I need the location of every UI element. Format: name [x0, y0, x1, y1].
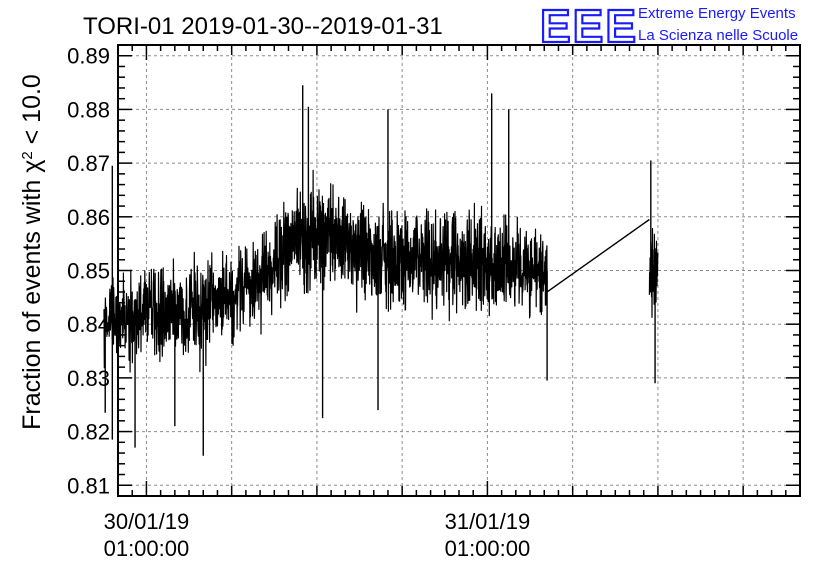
x-tick-label-time: 01:00:00 [445, 536, 531, 561]
eee-logo: EEE Extreme Energy Events La Scienza nel… [539, 0, 798, 53]
y-tick-label: 0.82 [67, 420, 110, 445]
series-line-segment-1 [103, 169, 548, 373]
y-tick-label: 0.88 [67, 97, 110, 122]
y-axis-label-sup: 2 [19, 151, 36, 159]
logo-line-2: La Scienza nelle Scuole [638, 27, 798, 44]
y-tick-label: 0.85 [67, 259, 110, 284]
y-tick-label: 0.83 [67, 366, 110, 391]
x-tick-label-date: 30/01/19 [104, 509, 190, 534]
y-tick-label: 0.87 [67, 151, 110, 176]
data-series [103, 85, 659, 456]
tick-labels: 0.81 0.82 0.83 0.84 0.85 0.86 0.87 0.88 0.89 30/0… [67, 44, 530, 561]
logo-line-1: Extreme Energy Events [638, 5, 796, 22]
x-tick-label-date: 31/01/19 [445, 509, 531, 534]
y-tick-label: 0.81 [67, 473, 110, 498]
y-axis-label-prefix: Fraction of events with [18, 173, 46, 430]
y-axis-label-chi: χ [18, 160, 46, 173]
series-line-segment-2 [648, 228, 659, 318]
chart-title: TORI-01 2019-01-30--2019-01-31 [83, 13, 443, 40]
y-tick-label: 0.84 [67, 312, 110, 337]
y-axis-label-suffix: < 10.0 [18, 74, 46, 151]
x-tick-label-time: 01:00:00 [104, 536, 190, 561]
y-tick-label: 0.86 [67, 205, 110, 230]
y-axis-label: Fraction of events with χ2 < 10.0 [18, 74, 46, 430]
y-tick-label: 0.89 [67, 44, 110, 69]
eee-logo-mark: EEE [540, 0, 638, 52]
axes [117, 44, 801, 497]
series-gap-bridge [546, 218, 650, 293]
